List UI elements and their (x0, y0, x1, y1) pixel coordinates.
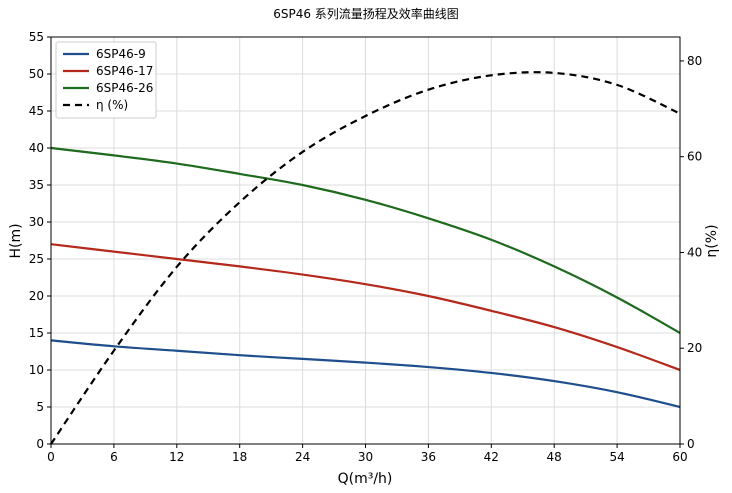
x-tick-label: 6 (110, 450, 118, 464)
y-axis-right: 0 20 40 60 80 (680, 54, 702, 451)
y-axis-label: H(m) (8, 223, 24, 258)
y-tick-label: 45 (29, 104, 44, 118)
x-tick-label: 0 (47, 450, 55, 464)
series-lines (50, 71, 681, 445)
y-axis-left: 0 5 10 15 20 25 30 35 40 45 50 55 (29, 30, 51, 451)
x-tick-label: 24 (295, 450, 310, 464)
legend-box (55, 41, 157, 119)
y-tick-label: 10 (29, 363, 44, 377)
y2-tick-label: 60 (687, 150, 702, 164)
x-tick-label: 12 (169, 450, 184, 464)
y2-tick-label: 0 (687, 437, 695, 451)
legend-entry: η (%) (96, 98, 128, 112)
y-tick-label: 25 (29, 252, 44, 266)
legend-entry: 6SP46-17 (96, 64, 153, 78)
x-axis: 0 6 12 18 24 30 36 42 48 54 60 (47, 444, 688, 464)
y-tick-label: 40 (29, 141, 44, 155)
y2-tick-label: 80 (687, 54, 702, 68)
y2-tick-label: 20 (687, 341, 702, 355)
x-tick-label: 18 (232, 450, 247, 464)
y-tick-label: 55 (29, 30, 44, 44)
y-tick-label: 0 (36, 437, 44, 451)
series-line- (50, 71, 681, 445)
y-tick-label: 50 (29, 67, 44, 81)
y-tick-label: 15 (29, 326, 44, 340)
series-line-6sp46-26 (50, 146, 681, 334)
x-tick-label: 48 (547, 450, 562, 464)
x-tick-label: 54 (609, 450, 624, 464)
x-axis-label: Q(m³/h) (338, 471, 393, 487)
legend-entry: 6SP46-9 (96, 47, 146, 61)
y-tick-label: 5 (36, 400, 44, 414)
x-tick-label: 42 (484, 450, 499, 464)
y-tick-label: 30 (29, 215, 44, 229)
legend-entry: 6SP46-26 (96, 81, 153, 95)
chart-title: 6SP46 系列流量扬程及效率曲线图 (273, 6, 459, 21)
series-line-6sp46-17 (50, 243, 681, 372)
legend: 6SP46-9 6SP46-17 6SP46-26 η (%) (55, 41, 157, 119)
y-tick-label: 35 (29, 178, 44, 192)
x-tick-label: 36 (421, 450, 436, 464)
y2-tick-label: 40 (687, 245, 702, 259)
y2-axis-label: η(%) (704, 224, 720, 257)
x-tick-label: 60 (672, 450, 687, 464)
x-tick-label: 30 (358, 450, 373, 464)
y-tick-label: 20 (29, 289, 44, 303)
series-line-6sp46-9 (50, 339, 681, 409)
